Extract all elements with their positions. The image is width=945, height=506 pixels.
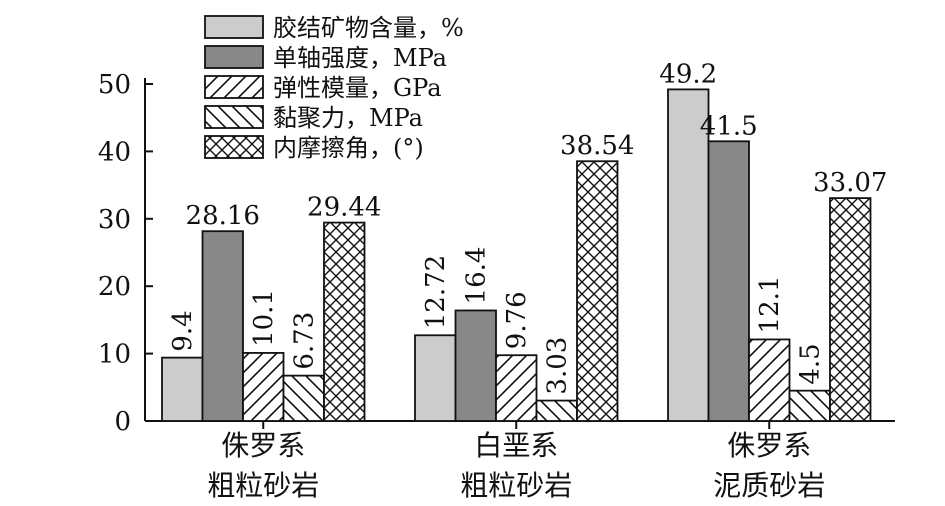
legend-swatch xyxy=(204,45,264,69)
bar xyxy=(161,356,204,422)
data-label: 9.4 xyxy=(168,310,198,351)
bar xyxy=(323,221,366,422)
x-tick-label: 白垩系 xyxy=(474,429,558,462)
data-labels-layer: 9.4 28.16 10.1 6.73 29.44 12.72 16.4 9.76 3.03 38… xyxy=(168,59,887,394)
bar xyxy=(495,354,538,422)
legend-label: 黏聚力，MPa xyxy=(273,104,423,132)
data-label: 33.07 xyxy=(813,168,887,198)
legend-swatch xyxy=(204,135,264,159)
y-tick-label: 20 xyxy=(98,272,131,302)
data-label: 38.54 xyxy=(560,131,634,161)
legend-label: 单轴强度，MPa xyxy=(273,44,447,72)
bar xyxy=(788,389,831,422)
data-label: 28.16 xyxy=(186,201,260,231)
y-tick-label: 30 xyxy=(98,205,131,235)
y-tick-label: 40 xyxy=(98,137,131,167)
legend-label: 弹性模量，GPa xyxy=(273,74,442,102)
x-tick-label: 粗粒砂岩 xyxy=(460,469,572,502)
bar xyxy=(535,399,578,422)
data-label: 12.72 xyxy=(421,255,451,329)
data-label: 3.03 xyxy=(543,337,573,395)
data-label: 4.5 xyxy=(796,343,826,384)
x-tick-label: 泥质砂岩 xyxy=(713,469,825,502)
legend-label: 胶结矿物含量，% xyxy=(273,14,464,42)
bar xyxy=(201,230,244,422)
bar xyxy=(576,160,619,422)
x-tick-label: 粗粒砂岩 xyxy=(207,469,319,502)
legend-swatch xyxy=(204,75,264,99)
data-label: 10.1 xyxy=(249,289,279,347)
data-label: 41.5 xyxy=(700,111,758,141)
y-tick-label: 50 xyxy=(98,70,131,100)
y-tick-label: 10 xyxy=(98,340,131,370)
bar xyxy=(829,197,872,422)
bar xyxy=(242,352,285,422)
bars-layer xyxy=(161,88,872,422)
data-label: 49.2 xyxy=(659,59,717,89)
bar xyxy=(414,334,457,422)
bar xyxy=(282,374,325,422)
legend-swatch xyxy=(204,105,264,129)
data-label: 6.73 xyxy=(290,312,320,370)
bar xyxy=(707,140,750,422)
data-label: 12.1 xyxy=(755,276,785,334)
data-label: 16.4 xyxy=(462,247,492,305)
x-tick-label: 侏罗系 xyxy=(727,429,811,462)
bar xyxy=(667,88,710,422)
bar xyxy=(748,338,791,422)
legend-label: 内摩擦角，(°) xyxy=(273,134,424,162)
data-label: 29.44 xyxy=(307,193,381,223)
x-tick-label: 侏罗系 xyxy=(221,429,305,462)
bar xyxy=(454,309,497,422)
legend-swatch xyxy=(204,15,264,39)
y-tick-label: 0 xyxy=(114,407,131,437)
data-label: 9.76 xyxy=(502,291,532,349)
